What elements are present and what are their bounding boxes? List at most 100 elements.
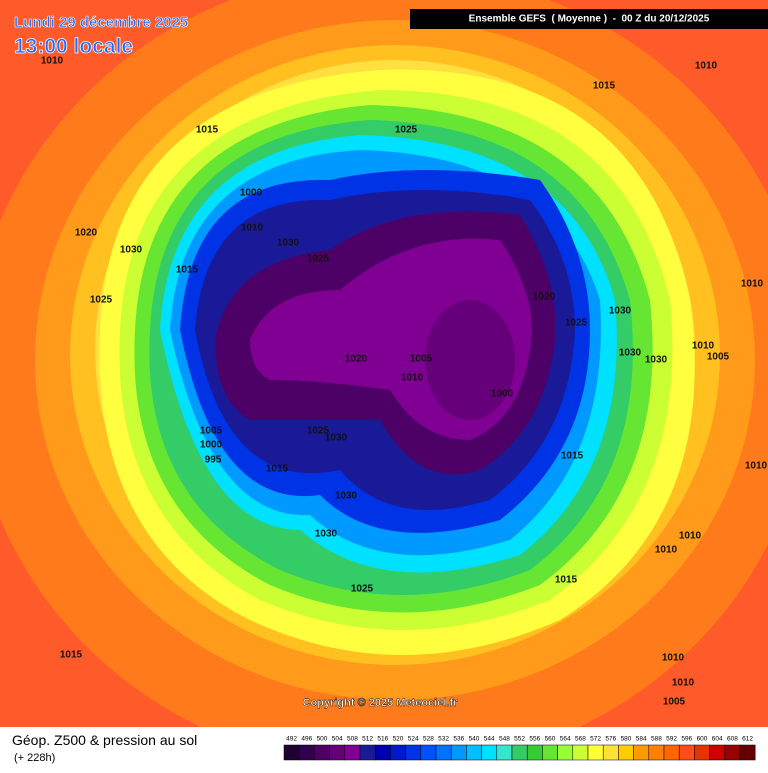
scale-swatch (496, 744, 513, 761)
isobar-label: 1020 (533, 292, 556, 303)
isobar-label: 1010 (401, 373, 424, 384)
scale-swatch (450, 744, 467, 761)
scale-swatch (587, 744, 604, 761)
isobar-label: 1030 (619, 348, 642, 359)
isobar-label: 1010 (695, 61, 718, 72)
scale-swatch (633, 744, 650, 761)
scale-label: 552 (514, 736, 525, 743)
scale-swatch (694, 744, 710, 761)
scale-label: 604 (712, 736, 723, 743)
scale-swatch (283, 744, 300, 761)
isobar-label: 1000 (491, 389, 514, 400)
scale-label: 548 (499, 736, 510, 743)
color-scale: 492 496 500 504 508 512 516 520 524 528 532 536 540 5… (283, 736, 756, 761)
scale-label: 508 (347, 736, 358, 743)
scale-label: 596 (681, 736, 692, 743)
scale-label: 540 (469, 736, 480, 743)
scale-swatch (526, 744, 543, 761)
scale-label: 536 (453, 736, 464, 743)
isobar-label: 1010 (655, 545, 678, 556)
scale-swatch (298, 744, 315, 761)
scale-swatch (390, 744, 406, 761)
scale-swatch (709, 744, 726, 761)
scale-swatch (420, 744, 437, 761)
isobar-label: 1010 (692, 341, 715, 352)
isobar-label: 1010 (741, 279, 764, 290)
isobar-label: 1005 (200, 426, 223, 437)
scale-swatch (329, 744, 346, 761)
scale-label: 544 (484, 736, 495, 743)
scale-swatch (739, 744, 756, 761)
scale-label: 496 (301, 736, 312, 743)
isobar-label: 1030 (335, 491, 358, 502)
isobar-label: 1020 (345, 354, 368, 365)
legend-title: Géop. Z500 & pression au sol (12, 732, 197, 748)
scale-label: 492 (286, 736, 297, 743)
isobar-label: 995 (205, 455, 222, 466)
scale-label: 504 (332, 736, 343, 743)
isobar-label: 1015 (555, 575, 578, 586)
scale-swatch (466, 744, 482, 761)
time: 13:00 locale (14, 35, 133, 58)
isobar-label: 1005 (707, 352, 730, 363)
scale-label: 584 (636, 736, 647, 743)
isobar-label: 1025 (90, 295, 113, 306)
scale-swatch (359, 744, 376, 761)
isobar-label: 1010 (41, 56, 64, 67)
isobar-label: 1025 (395, 125, 418, 136)
isobar-label: 1015 (176, 265, 199, 276)
isobar-label: 1005 (410, 354, 433, 365)
scale-label: 612 (742, 736, 753, 743)
isobar-label: 1015 (561, 451, 584, 462)
scale-label: 512 (362, 736, 373, 743)
scale-label: 532 (438, 736, 449, 743)
scale-label: 500 (317, 736, 328, 743)
scale-swatch (511, 744, 528, 761)
isobar-label: 1000 (240, 188, 263, 199)
scale-swatch (663, 744, 680, 761)
scale-swatch (648, 744, 665, 761)
scale-label: 588 (651, 736, 662, 743)
isobar-label: 1015 (60, 650, 83, 661)
isobar-label: 1025 (565, 318, 588, 329)
date: Lundi 29 décembre 2025 (14, 14, 188, 31)
isobar-label: 1010 (241, 223, 264, 234)
scale-label: 520 (393, 736, 404, 743)
isobar-label: 1025 (307, 254, 330, 265)
scale-label: 560 (545, 736, 556, 743)
isobar-label: 1005 (663, 697, 686, 708)
isobar-label: 1030 (315, 529, 338, 540)
scale-swatch (602, 744, 619, 761)
scale-swatch (724, 744, 741, 761)
isobar-label: 1030 (609, 306, 632, 317)
scale-label: 528 (423, 736, 434, 743)
scale-label: 576 (605, 736, 616, 743)
scale-label: 516 (377, 736, 388, 743)
scale-label: 568 (575, 736, 586, 743)
scale-label: 580 (621, 736, 632, 743)
isobar-label: 1025 (307, 426, 330, 437)
isobar-label: 1030 (277, 238, 300, 249)
scale-label: 524 (408, 736, 419, 743)
model: Ensemble GEFS ( Moyenne ) - 00 Z du 20/1… (469, 14, 710, 25)
isobar-label: 1020 (75, 228, 98, 239)
scale-swatch (435, 744, 452, 761)
scale-swatch (344, 744, 361, 761)
scale-label: 608 (727, 736, 738, 743)
scale-swatch (314, 744, 330, 761)
isobar-label: 1015 (593, 81, 616, 92)
model-banner (410, 9, 768, 29)
isobar-labels: 1010 1015 1010 1015 1025 1000 1010 1030 1020 1030… (41, 56, 768, 708)
scale-swatch (405, 744, 422, 761)
header: Lundi 29 décembre 2025 13:00 locale Ense… (14, 9, 768, 58)
isobar-label: 1030 (645, 355, 668, 366)
copyright: Copyright © 2025 Meteociel.fr (303, 697, 459, 709)
scale-label: 600 (697, 736, 708, 743)
isobar-label: 1010 (662, 653, 685, 664)
isobar-label: 1030 (325, 433, 348, 444)
isobar-label: 1010 (745, 461, 768, 472)
scale-swatch (572, 744, 589, 761)
isobar-label: 1025 (351, 584, 374, 595)
